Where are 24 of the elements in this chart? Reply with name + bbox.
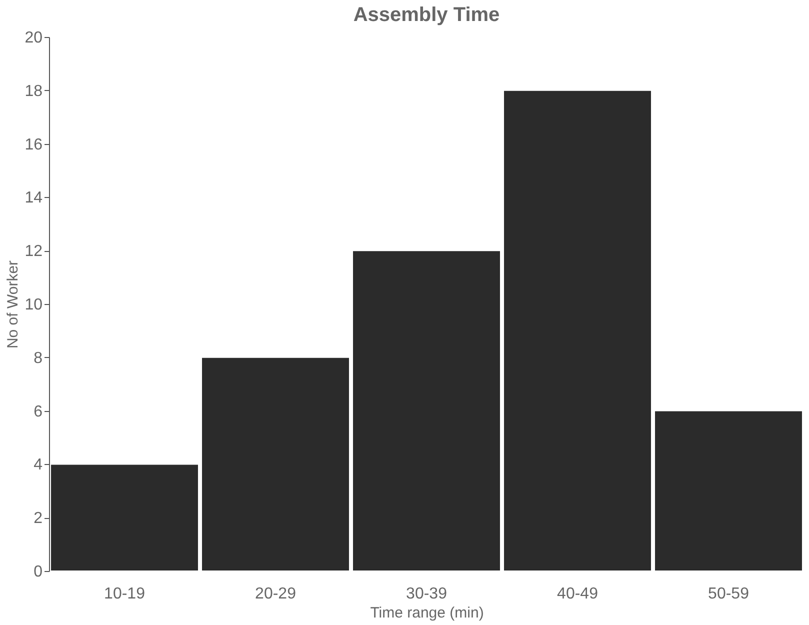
x-tick-label: 50-59 [708,586,750,602]
y-tick-label: 18 [24,82,43,100]
y-tick-label: 4 [34,456,43,474]
y-tick-label: 6 [34,403,43,420]
y-tick-label: 20 [24,30,43,46]
y-tick-label: 8 [34,350,43,367]
x-tick-label: 10-19 [104,586,146,602]
x-tick-label: 30-39 [406,586,448,602]
x-tick-label: 20-29 [255,586,296,602]
y-tick-label: 12 [24,243,43,260]
bar [654,410,803,572]
y-tick-label: 2 [34,510,43,528]
bar [352,250,501,572]
x-axis-title: Time range (min) [370,604,484,622]
chart-title: Assembly Time [353,4,500,26]
y-tick-label: 14 [24,190,43,207]
bar [503,90,652,572]
bar [201,356,350,572]
y-axis-title: No of Worker [4,260,22,349]
y-tick-label: 10 [24,296,43,314]
y-tick-label: 16 [24,136,43,154]
bar [50,464,199,572]
x-tick-label: 40-49 [557,586,598,602]
y-tick-label: 0 [34,564,43,580]
